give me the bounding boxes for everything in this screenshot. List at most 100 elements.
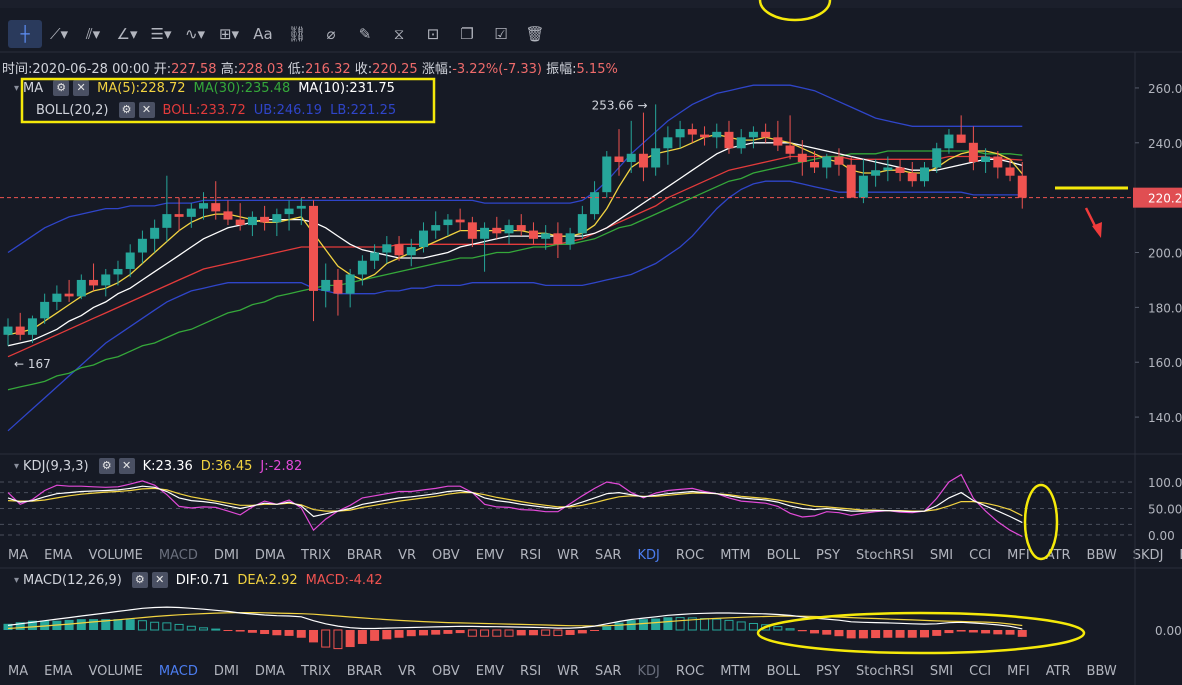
lower-tab-atr[interactable]: ATR [1045, 663, 1071, 679]
lower-tab-ma[interactable]: MA [8, 663, 29, 679]
candle-body [480, 227, 490, 239]
parallel-channel-icon[interactable]: ⫽▾ [85, 25, 101, 43]
upper-tab-vr[interactable]: VR [398, 547, 417, 563]
upper-tab-bias[interactable]: BIAS [1171, 548, 1182, 563]
candle-body [394, 244, 404, 256]
upper-tab-mfi[interactable]: MFI [1007, 547, 1030, 563]
upper-tab-dmi[interactable]: DMI [213, 547, 239, 563]
lower-tab-bbw[interactable]: BBW [1086, 663, 1117, 679]
pattern-icon[interactable]: ⧖ [393, 25, 405, 43]
close-icon[interactable]: ✕ [73, 80, 90, 96]
macd-hist-bar [700, 618, 710, 631]
lower-tab-stochrsi[interactable]: StochRSI [856, 663, 914, 679]
upper-tab-volume[interactable]: VOLUME [88, 547, 143, 563]
upper-tab-wr[interactable]: WR [557, 547, 580, 563]
lower-tab-roc[interactable]: ROC [675, 663, 705, 679]
gear-icon[interactable]: ⚙ [53, 80, 70, 96]
upper-tab-skdj[interactable]: SKDJ [1132, 547, 1164, 563]
macd-hist-bar [590, 630, 600, 631]
candle-body [418, 230, 428, 248]
upper-tab-kdj[interactable]: KDJ [637, 547, 660, 563]
kdj-tick-label: 50.00 [1148, 503, 1182, 517]
time-value: 2020-06-28 00:00 [32, 62, 150, 77]
brush-check-icon[interactable]: ☑ [494, 25, 508, 43]
candle-body [883, 167, 893, 171]
lower-tab-mfi[interactable]: MFI [1007, 663, 1030, 679]
candle-body [944, 134, 954, 149]
trash-icon[interactable]: 🗑 [525, 25, 545, 43]
upper-tab-dma[interactable]: DMA [254, 547, 286, 563]
text-icon[interactable]: Aa [253, 25, 273, 43]
horizontal-lines-icon[interactable]: ☰▾ [150, 25, 172, 43]
candle-body [455, 219, 465, 223]
lower-tab-trix[interactable]: TRIX [301, 663, 331, 679]
upper-tab-psy[interactable]: PSY [815, 547, 841, 563]
lower-tab-vr[interactable]: VR [398, 663, 417, 679]
macd-hist-bar [858, 630, 868, 639]
upper-tab-roc[interactable]: ROC [675, 547, 705, 563]
lower-tab-macd[interactable]: MACD [158, 663, 198, 679]
lower-tab-dma[interactable]: DMA [254, 663, 286, 679]
open-value: 227.58 [171, 62, 217, 77]
shape-box-icon[interactable]: ⊞▾ [218, 25, 240, 43]
lock-icon[interactable]: ⊡ [426, 25, 440, 43]
upper-tab-obv[interactable]: OBV [432, 547, 460, 563]
crosshair-icon[interactable]: ┼ [8, 20, 42, 48]
lower-tab-obv[interactable]: OBV [432, 663, 460, 679]
upper-tab-smi[interactable]: SMI [929, 547, 954, 563]
lower-tab-smi[interactable]: SMI [929, 663, 954, 679]
lower-tab-emv[interactable]: EMV [475, 663, 505, 679]
macd-hist-bar [810, 630, 820, 634]
trend-line-icon[interactable]: ⟋▾ [49, 25, 69, 43]
upper-tab-atr[interactable]: ATR [1045, 547, 1071, 563]
gear-icon[interactable]: ⚙ [118, 102, 135, 118]
upper-tab-cci[interactable]: CCI [969, 547, 992, 563]
upper-tab-boll[interactable]: BOLL [766, 547, 800, 563]
close-icon[interactable]: ✕ [151, 572, 168, 588]
price-tick-label: 200.00 [1148, 247, 1182, 261]
ruler-icon[interactable]: ✎ [358, 25, 372, 43]
macd-macd-value: MACD:-4.42 [305, 572, 383, 588]
upper-tab-emv[interactable]: EMV [475, 547, 505, 563]
upper-tab-rsi[interactable]: RSI [520, 547, 542, 563]
macd-hist-bar [272, 630, 282, 636]
gear-icon[interactable]: ⚙ [131, 572, 148, 588]
upper-tab-trix[interactable]: TRIX [301, 547, 331, 563]
ma10-line [7, 142, 1023, 347]
fib-icon[interactable]: ⛓ [287, 25, 307, 43]
lower-tab-psy[interactable]: PSY [815, 663, 841, 679]
price-tick-label: 220.00 [1148, 192, 1182, 206]
boll-mid-line [7, 155, 1023, 358]
lower-tab-wr[interactable]: WR [557, 663, 580, 679]
ma-legend-name: MA [23, 80, 44, 96]
lower-tab-cci[interactable]: CCI [969, 663, 992, 679]
upper-tab-ema[interactable]: EMA [44, 547, 73, 563]
upper-tab-sar[interactable]: SAR [595, 547, 622, 563]
upper-tab-stochrsi[interactable]: StochRSI [856, 547, 914, 563]
upper-tab-mtm[interactable]: MTM [720, 547, 751, 563]
lower-tab-sar[interactable]: SAR [595, 663, 622, 679]
macd-hist-bar [968, 630, 978, 633]
upper-tab-bbw[interactable]: BBW [1086, 547, 1117, 563]
close-icon[interactable]: ✕ [138, 102, 155, 118]
lower-tab-volume[interactable]: VOLUME [88, 663, 143, 679]
upper-tab-brar[interactable]: BRAR [346, 547, 383, 563]
lower-tab-boll[interactable]: BOLL [766, 663, 800, 679]
measure-angle-icon[interactable]: ∠▾ [116, 25, 138, 43]
lower-tab-brar[interactable]: BRAR [346, 663, 383, 679]
close-icon[interactable]: ✕ [118, 458, 135, 474]
lower-tab-dmi[interactable]: DMI [213, 663, 239, 679]
lower-tab-mtm[interactable]: MTM [720, 663, 751, 679]
upper-tab-ma[interactable]: MA [8, 547, 29, 563]
eraser-pen-icon[interactable]: ⌀ [326, 25, 336, 43]
upper-tab-macd[interactable]: MACD [158, 547, 198, 563]
copy-icon[interactable]: ❐ [460, 25, 474, 43]
gear-icon[interactable]: ⚙ [98, 458, 115, 474]
wave-icon[interactable]: ∿▾ [184, 25, 206, 43]
candle-body [357, 260, 367, 275]
candle-body [333, 279, 343, 294]
macd-hist-bar [15, 622, 25, 630]
lower-tab-kdj[interactable]: KDJ [637, 663, 660, 679]
lower-tab-ema[interactable]: EMA [44, 663, 73, 679]
lower-tab-rsi[interactable]: RSI [520, 663, 542, 679]
